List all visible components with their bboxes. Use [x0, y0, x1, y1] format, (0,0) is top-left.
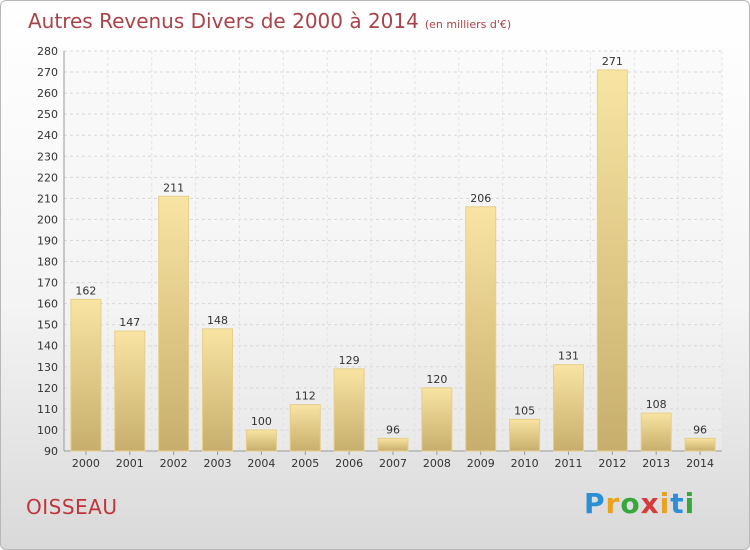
- logo-letter: x: [640, 487, 660, 520]
- y-tick-label: 90: [44, 445, 58, 458]
- commune-name: OISSEAU: [26, 495, 118, 519]
- y-tick-label: 210: [37, 192, 58, 205]
- x-tick-label: 2000: [72, 457, 100, 470]
- data-label-2005: 112: [295, 390, 316, 403]
- chart-title: Autres Revenus Divers de 2000 à 2014 (en …: [28, 9, 511, 33]
- x-tick-label: 2010: [511, 457, 539, 470]
- y-tick-label: 220: [37, 171, 58, 184]
- bar-2006: [333, 368, 365, 452]
- chart-unit-note: (en milliers d'€): [424, 18, 512, 31]
- bar-2001: [114, 330, 146, 452]
- x-tick-label: 2005: [291, 457, 319, 470]
- y-tick-label: 140: [37, 340, 58, 353]
- y-tick-label: 250: [37, 108, 58, 121]
- bar-2002: [158, 195, 190, 452]
- data-label-2011: 131: [558, 350, 579, 363]
- y-tick-label: 280: [37, 45, 58, 58]
- data-label-2014: 96: [693, 423, 707, 436]
- proxiti-logo[interactable]: Proxiti: [584, 487, 695, 520]
- logo-letter: P: [584, 487, 606, 520]
- x-tick-label: 2009: [467, 457, 495, 470]
- x-tick-label: 2004: [247, 457, 275, 470]
- x-tick-label: 2014: [686, 457, 714, 470]
- logo-letter: i: [684, 487, 696, 520]
- y-tick-label: 180: [37, 256, 58, 269]
- x-tick-label: 2006: [335, 457, 363, 470]
- bar-2005: [289, 404, 321, 452]
- y-tick-label: 130: [37, 361, 58, 374]
- bar-2011: [552, 364, 584, 452]
- data-label-2013: 108: [646, 398, 667, 411]
- chart-title-text: Autres Revenus Divers de 2000 à 2014: [28, 9, 419, 33]
- bar-2000: [70, 298, 102, 452]
- data-label-2003: 148: [207, 314, 228, 327]
- y-tick-label: 160: [37, 298, 58, 311]
- data-label-2001: 147: [119, 316, 140, 329]
- y-tick-label: 240: [37, 129, 58, 142]
- y-tick-label: 150: [37, 319, 58, 332]
- bars: [70, 69, 716, 452]
- bar-2013: [640, 412, 672, 452]
- y-tick-label: 230: [37, 150, 58, 163]
- bar-2014: [684, 437, 716, 452]
- data-label-2009: 206: [470, 192, 491, 205]
- logo-letter: o: [620, 487, 641, 520]
- y-tick-label: 190: [37, 234, 58, 247]
- data-label-2006: 129: [339, 354, 360, 367]
- data-label-2012: 271: [602, 55, 623, 68]
- y-tick-label: 270: [37, 66, 58, 79]
- bar-2004: [245, 429, 277, 452]
- x-tick-label: 2013: [642, 457, 670, 470]
- bar-2009: [465, 206, 497, 452]
- x-tick-label: 2012: [598, 457, 626, 470]
- x-tick-label: 2008: [423, 457, 451, 470]
- x-tick-label: 2003: [204, 457, 232, 470]
- bar-2003: [202, 328, 234, 452]
- y-tick-label: 170: [37, 277, 58, 290]
- bar-2007: [377, 437, 409, 452]
- y-tick-label: 200: [37, 213, 58, 226]
- data-label-2000: 162: [75, 284, 96, 297]
- data-label-2004: 100: [251, 415, 272, 428]
- logo-letter: r: [605, 487, 621, 520]
- y-tick-label: 260: [37, 87, 58, 100]
- y-tick-label: 120: [37, 382, 58, 395]
- x-tick-label: 2001: [116, 457, 144, 470]
- bar-2012: [596, 69, 628, 452]
- y-tick-label: 100: [37, 424, 58, 437]
- logo-letter: t: [670, 487, 685, 520]
- data-label-2008: 120: [426, 373, 447, 386]
- data-label-2010: 105: [514, 404, 535, 417]
- data-labels: 162 147 211 148 100 112 129 96 120 206 105 131 271 10…: [75, 55, 707, 436]
- logo-letter: i: [659, 487, 671, 520]
- data-label-2007: 96: [386, 423, 400, 436]
- x-tick-label: 2002: [160, 457, 188, 470]
- bar-2008: [421, 387, 453, 452]
- y-tick-label: 110: [37, 403, 58, 416]
- y-tick-labels: 90 100 110 120 130 140 150 160 170 180 190 200 210 22…: [37, 45, 58, 458]
- bar-2010: [509, 418, 541, 452]
- data-label-2002: 211: [163, 181, 184, 194]
- x-tick-label: 2011: [554, 457, 582, 470]
- x-tick-label: 2007: [379, 457, 407, 470]
- x-tick-labels: 2000 2001 2002 2003 2004 2005 2006 2007 2008 2009…: [72, 457, 714, 470]
